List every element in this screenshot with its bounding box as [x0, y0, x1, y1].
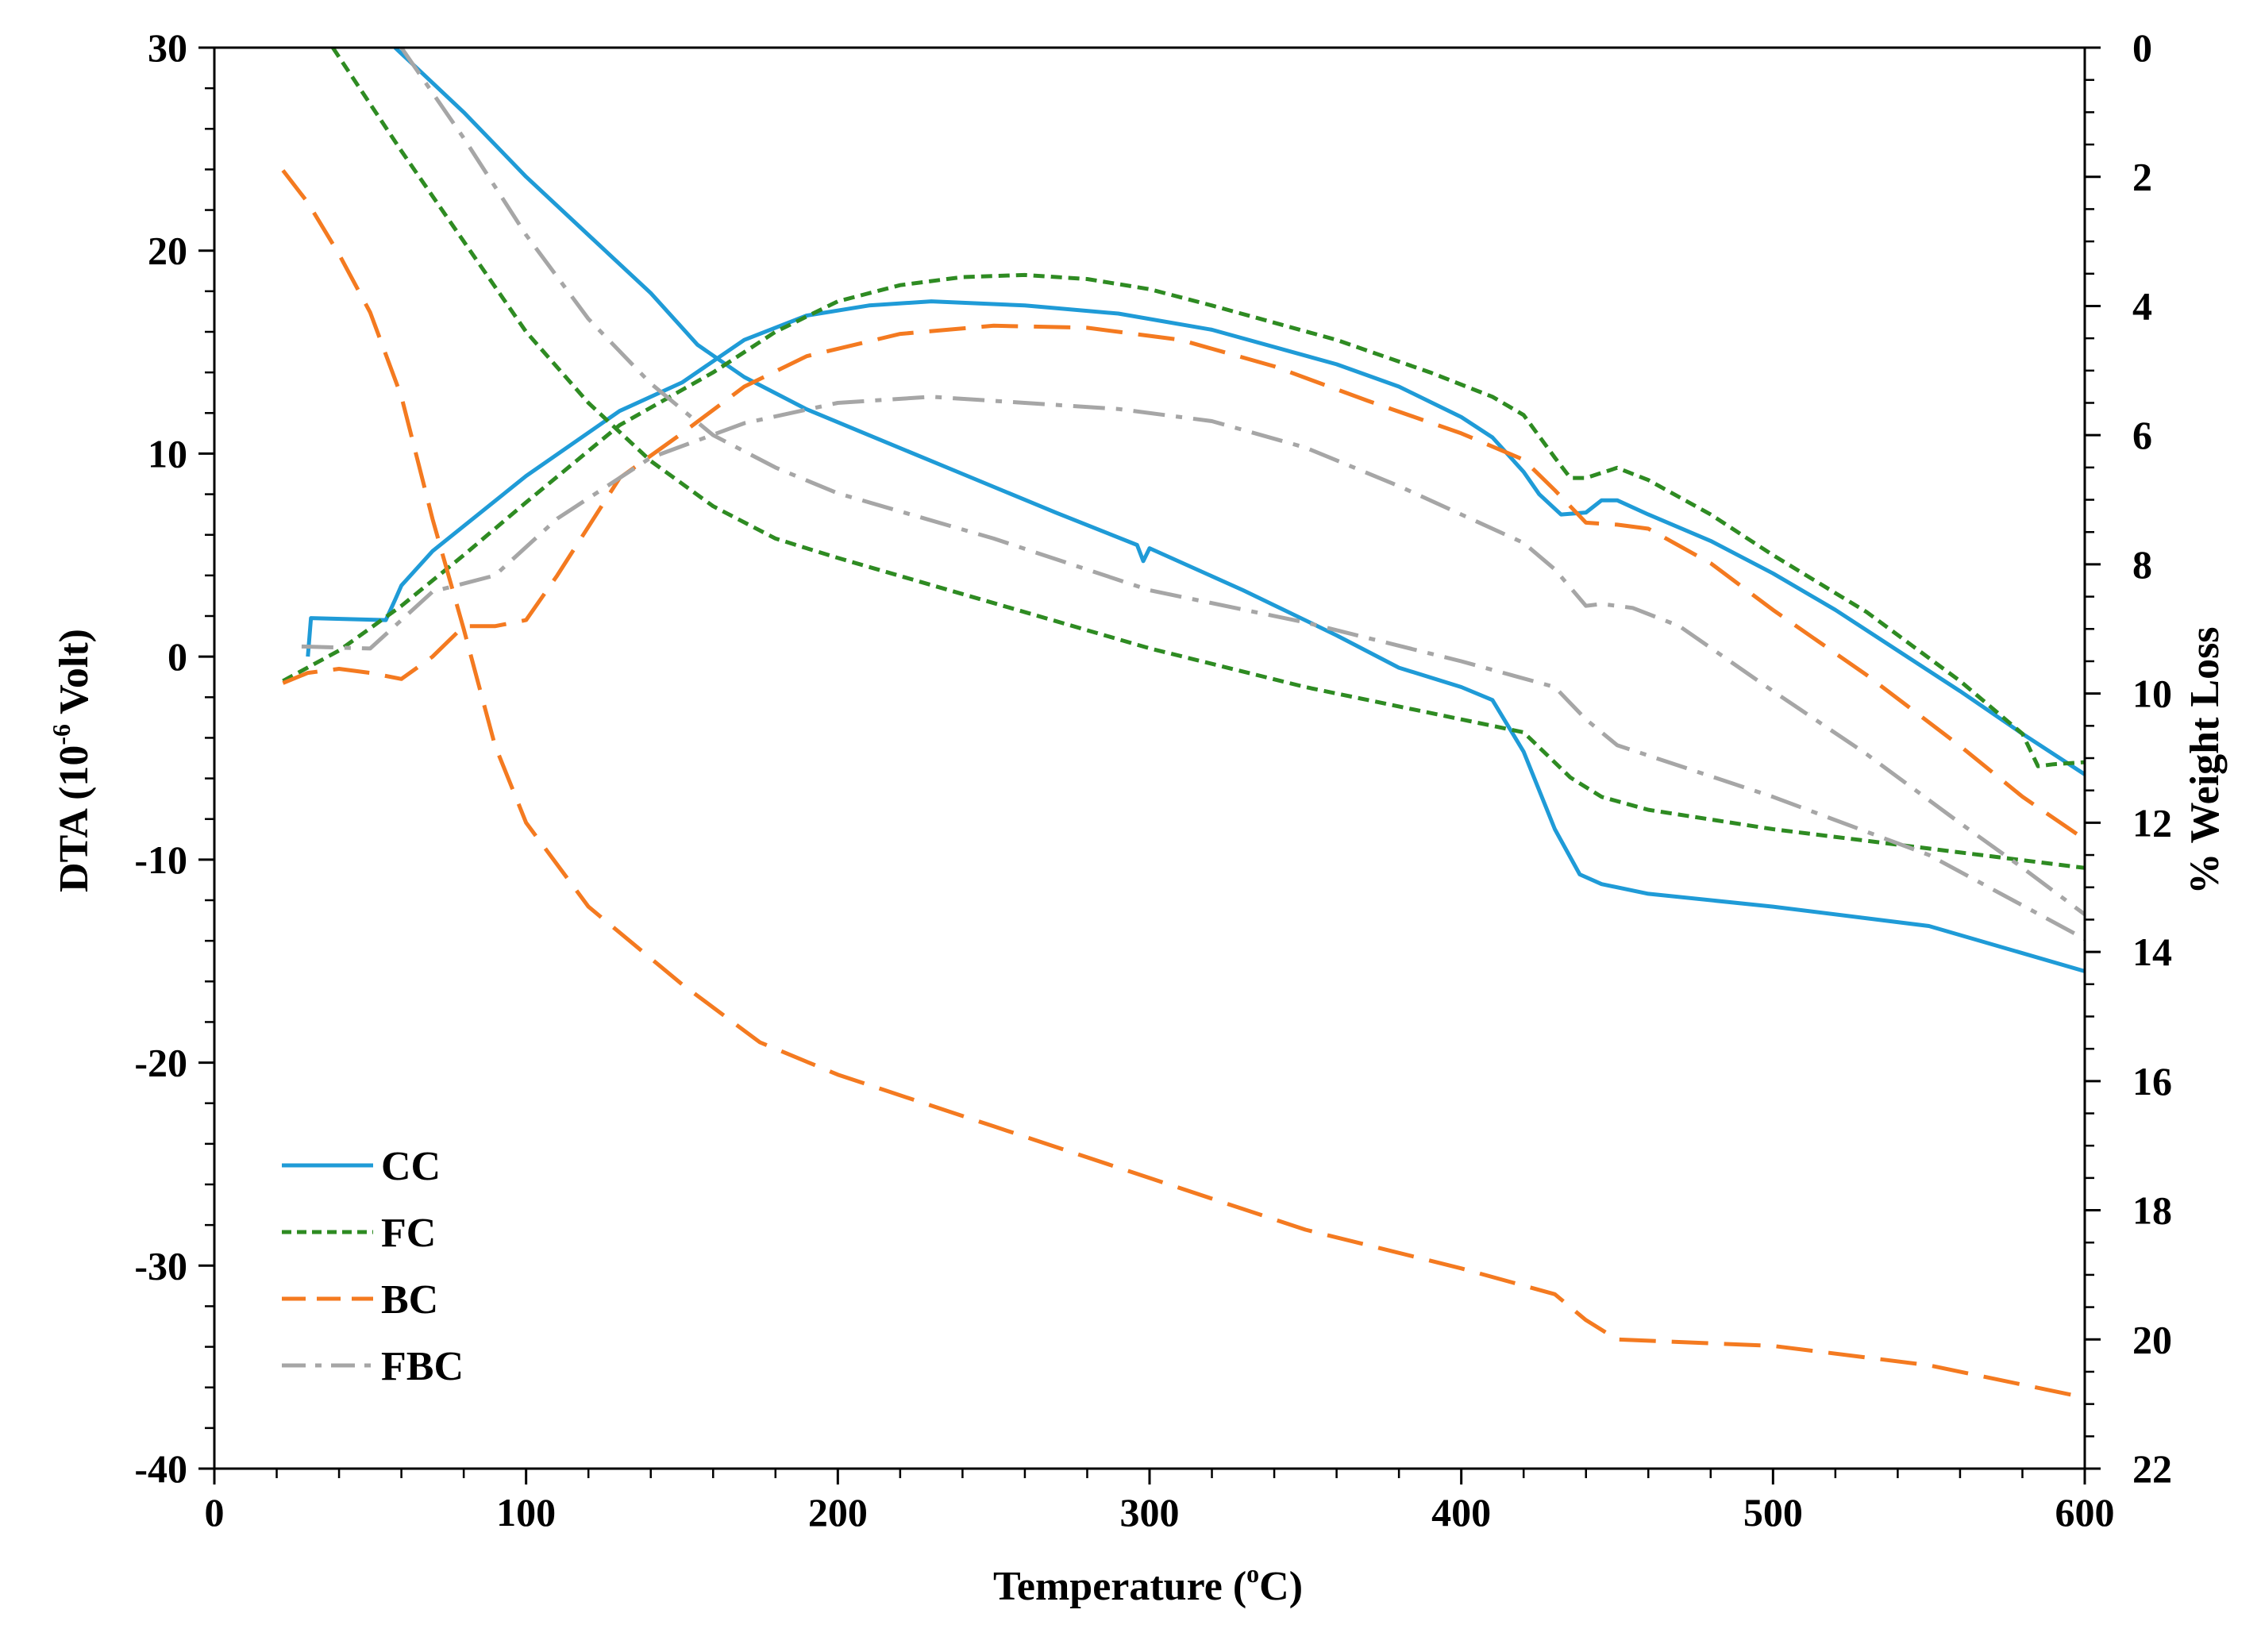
series-fbc-dta-line	[301, 395, 2085, 916]
legend-cc-label: CC	[381, 1144, 441, 1189]
y-right-tick-label: 22	[2132, 1446, 2172, 1491]
legend-fc-label: FC	[381, 1211, 436, 1256]
x-tick-label: 600	[2055, 1490, 2115, 1535]
x-axis-title: Temperature (oC)	[993, 1559, 1303, 1609]
y-right-tick-label: 18	[2132, 1188, 2172, 1233]
series-bc-weight-line	[281, 169, 2085, 1400]
y-right-tick-label: 10	[2132, 672, 2172, 716]
y-left-tick-label: -40	[134, 1446, 187, 1491]
x-tick-label: 100	[496, 1490, 556, 1535]
series-fc-weight-line	[331, 48, 2085, 870]
y-left-axis-title: DTA (10-6 Volt)	[47, 629, 97, 892]
x-tick-label: 500	[1743, 1490, 1803, 1535]
x-tick-label: 0	[205, 1490, 225, 1535]
y-right-tick-label: 0	[2132, 25, 2152, 70]
x-tick-label: 400	[1431, 1490, 1491, 1535]
y-right-tick-label: 16	[2132, 1059, 2172, 1103]
y-left-tick-label: 10	[148, 431, 187, 476]
y-right-axis-title: % Weight Loss	[2182, 626, 2228, 894]
legend-fbc-label: FBC	[381, 1344, 464, 1389]
y-right-tick-label: 8	[2132, 542, 2152, 587]
series-cc-dta-line	[306, 299, 2085, 776]
legend-bc-label: BC	[381, 1277, 438, 1323]
y-right-tick-label: 6	[2132, 413, 2152, 457]
x-tick-label: 200	[808, 1490, 868, 1535]
legend: CC FC BC FBC	[282, 1144, 464, 1389]
y-left-tick-label: 0	[168, 634, 187, 679]
y-right-tick-label: 2	[2132, 155, 2152, 199]
y-left-tick-label: -20	[134, 1041, 187, 1085]
y-right-tick-label: 4	[2132, 283, 2152, 328]
y-left-tick-label: 30	[148, 25, 187, 70]
y-left-tick-label: 20	[148, 229, 187, 273]
series-fc-dta-line	[282, 272, 2085, 768]
series-cc-weight-line	[393, 48, 2085, 973]
y-right-tick-label: 20	[2132, 1317, 2172, 1361]
y-right-tick-label: 12	[2132, 800, 2172, 845]
series-fbc-weight-line	[399, 48, 2085, 942]
y-right-tick-label: 14	[2132, 930, 2172, 974]
x-tick-label: 300	[1120, 1490, 1180, 1535]
series-layer	[281, 48, 2085, 1400]
y-left-tick-label: -10	[134, 838, 187, 882]
y-left-tick-label: -30	[134, 1243, 187, 1288]
series-bc-dta-line	[282, 323, 2085, 841]
